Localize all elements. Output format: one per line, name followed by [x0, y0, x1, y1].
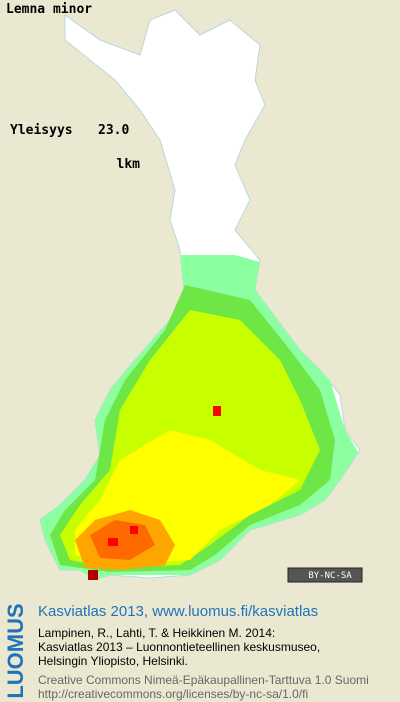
hotspot — [130, 526, 138, 534]
map: Lemna minor Yleisyys 23.0 lkm BY-NC-SA — [6, 2, 363, 583]
license: http://creativecommons.org/licenses/by-n… — [38, 687, 309, 701]
footer-heading: Kasviatlas 2013, www.luomus.fi/kasviatla… — [38, 603, 319, 620]
hotspot — [108, 538, 118, 546]
logo-box: LUOMUS — [2, 600, 32, 700]
license: Creative Commons Nimeä-Epäkaupallinen-Ta… — [38, 673, 369, 687]
frequency-label: Yleisyys — [10, 123, 73, 138]
hotspot — [88, 570, 98, 580]
range-orange-red — [90, 520, 155, 560]
citation: Helsingin Yliopisto, Helsinki. — [38, 654, 188, 668]
count-header: lkm — [117, 157, 141, 172]
frequency-value: 23.0 — [98, 123, 129, 138]
citation: Kasviatlas 2013 – Luonnontieteellinen ke… — [38, 640, 321, 654]
hotspot — [213, 406, 221, 416]
map-title: Lemna minor — [6, 2, 92, 17]
logo: LUOMUS — [3, 603, 28, 699]
cc-badge-text: BY-NC-SA — [308, 571, 352, 581]
cc-badge — [287, 567, 363, 583]
citation: Lampinen, R., Lahti, T. & Heikkinen M. 2… — [38, 626, 276, 640]
